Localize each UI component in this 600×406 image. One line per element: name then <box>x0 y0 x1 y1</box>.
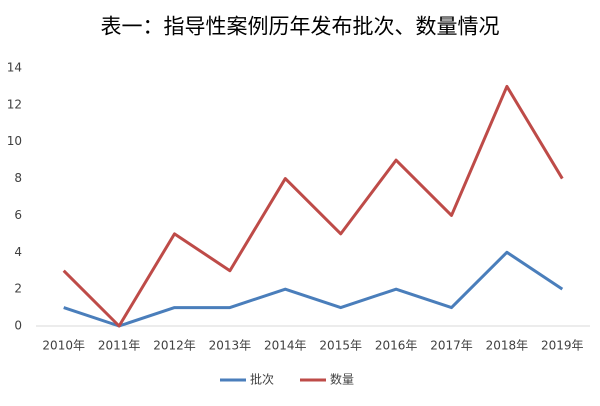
y-tick-label: 4 <box>14 245 22 259</box>
y-tick-label: 14 <box>7 61 22 75</box>
y-tick-label: 10 <box>7 134 22 148</box>
x-tick-label: 2016年 <box>375 339 418 353</box>
x-tick-label: 2017年 <box>430 339 473 353</box>
x-tick-label: 2011年 <box>98 339 141 353</box>
x-tick-label: 2013年 <box>209 339 252 353</box>
x-tick-label: 2010年 <box>42 339 85 353</box>
data-line <box>62 84 564 328</box>
y-tick-label: 8 <box>14 171 22 185</box>
y-tick-label: 6 <box>14 208 22 222</box>
legend-label: 数量 <box>330 372 354 387</box>
y-tick-label: 12 <box>7 97 22 111</box>
x-tick-label: 2014年 <box>264 339 307 353</box>
chart-title: 表一：指导性案例历年发布批次、数量情况 <box>101 15 500 39</box>
y-tick-label: 2 <box>14 282 22 296</box>
x-tick-label: 2015年 <box>319 339 362 353</box>
x-tick-label: 2019年 <box>541 339 584 353</box>
data-line <box>63 250 564 328</box>
legend-label: 批次 <box>250 372 274 387</box>
y-tick-label: 0 <box>14 319 22 333</box>
x-tick-label: 2012年 <box>153 339 196 353</box>
x-tick-label: 2018年 <box>486 339 529 353</box>
